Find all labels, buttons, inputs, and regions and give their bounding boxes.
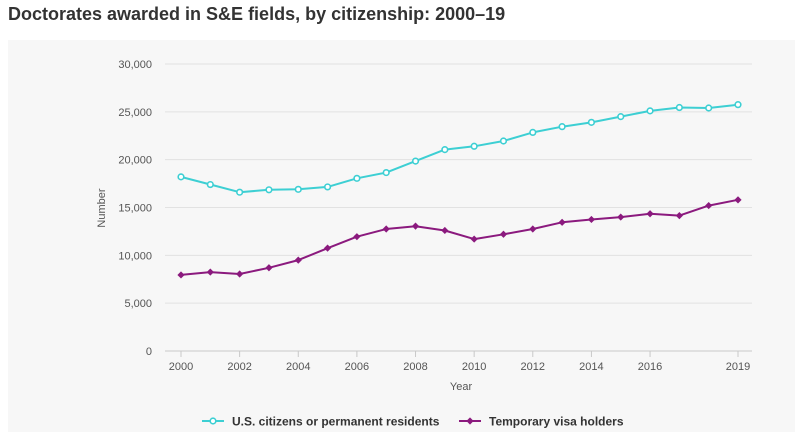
data-point-series-1 — [734, 196, 742, 204]
data-point-series-1 — [617, 213, 625, 221]
data-point-series-0 — [587, 118, 596, 126]
series-line-0 — [180, 103, 739, 194]
data-point-series-0 — [675, 103, 683, 112]
x-tick-label: 2008 — [403, 361, 427, 373]
data-point-series-0 — [411, 157, 420, 165]
data-point-series-0 — [323, 183, 332, 191]
data-point-series-0 — [382, 168, 390, 177]
data-point-series-0 — [617, 113, 625, 121]
y-tick-label: 20,000 — [118, 155, 152, 167]
legend-label-1: Temporary visa holders — [489, 415, 624, 429]
data-point-series-0 — [529, 128, 537, 137]
data-point-series-0 — [734, 101, 742, 109]
y-tick-label: 10,000 — [118, 250, 152, 262]
y-tick-label: 0 — [146, 346, 152, 358]
data-point-series-1 — [265, 264, 273, 272]
data-point-series-1 — [646, 210, 654, 218]
data-point-series-0 — [646, 107, 654, 115]
y-tick-label: 5,000 — [124, 298, 152, 310]
data-point-series-1 — [675, 212, 683, 220]
data-point-series-0 — [265, 186, 273, 194]
y-tick-label: 25,000 — [118, 107, 152, 119]
y-tick-label: 30,000 — [118, 59, 152, 71]
data-point-series-1 — [587, 215, 596, 224]
data-point-series-0 — [177, 173, 185, 181]
data-point-series-1 — [382, 225, 390, 233]
data-point-series-1 — [705, 201, 713, 210]
data-point-series-1 — [470, 235, 478, 243]
data-point-series-1 — [441, 226, 449, 235]
data-point-series-1 — [323, 244, 332, 252]
x-tick-label: 2002 — [227, 361, 251, 373]
data-point-series-0 — [558, 123, 566, 131]
legend-marker-0 — [209, 417, 217, 425]
chart-panel — [8, 40, 795, 432]
x-tick-label: 2000 — [169, 361, 193, 373]
legend-marker-1 — [466, 417, 474, 425]
data-point-series-1 — [177, 271, 185, 279]
data-point-series-1 — [206, 268, 214, 276]
series-line-1 — [180, 198, 739, 276]
x-tick-label: 2016 — [638, 361, 662, 373]
y-tick-label: 15,000 — [118, 203, 152, 215]
data-point-series-0 — [470, 142, 478, 150]
x-tick-label: 2014 — [579, 361, 603, 373]
x-tick-label: 2006 — [345, 361, 369, 373]
data-point-series-0 — [236, 188, 244, 196]
data-point-series-0 — [353, 174, 361, 182]
x-tick-label: 2004 — [286, 361, 310, 373]
data-point-series-0 — [499, 137, 508, 145]
data-point-series-0 — [206, 180, 214, 189]
data-point-series-0 — [705, 104, 713, 112]
x-tick-label: 2010 — [462, 361, 486, 373]
data-point-series-1 — [558, 218, 566, 226]
y-axis-title: Number — [96, 188, 108, 227]
data-point-series-1 — [236, 270, 244, 278]
x-tick-label: 2019 — [726, 361, 750, 373]
data-point-series-1 — [499, 230, 508, 238]
legend-label-0: U.S. citizens or permanent residents — [232, 415, 440, 429]
data-point-series-1 — [529, 225, 537, 233]
x-axis-title: Year — [450, 381, 473, 393]
chart-title: Doctorates awarded in S&E fields, by cit… — [8, 4, 506, 24]
data-point-series-1 — [294, 256, 302, 264]
data-point-series-1 — [353, 233, 361, 241]
x-tick-label: 2012 — [521, 361, 545, 373]
data-point-series-0 — [294, 185, 302, 193]
data-point-series-0 — [441, 146, 449, 154]
data-point-series-1 — [411, 222, 420, 230]
